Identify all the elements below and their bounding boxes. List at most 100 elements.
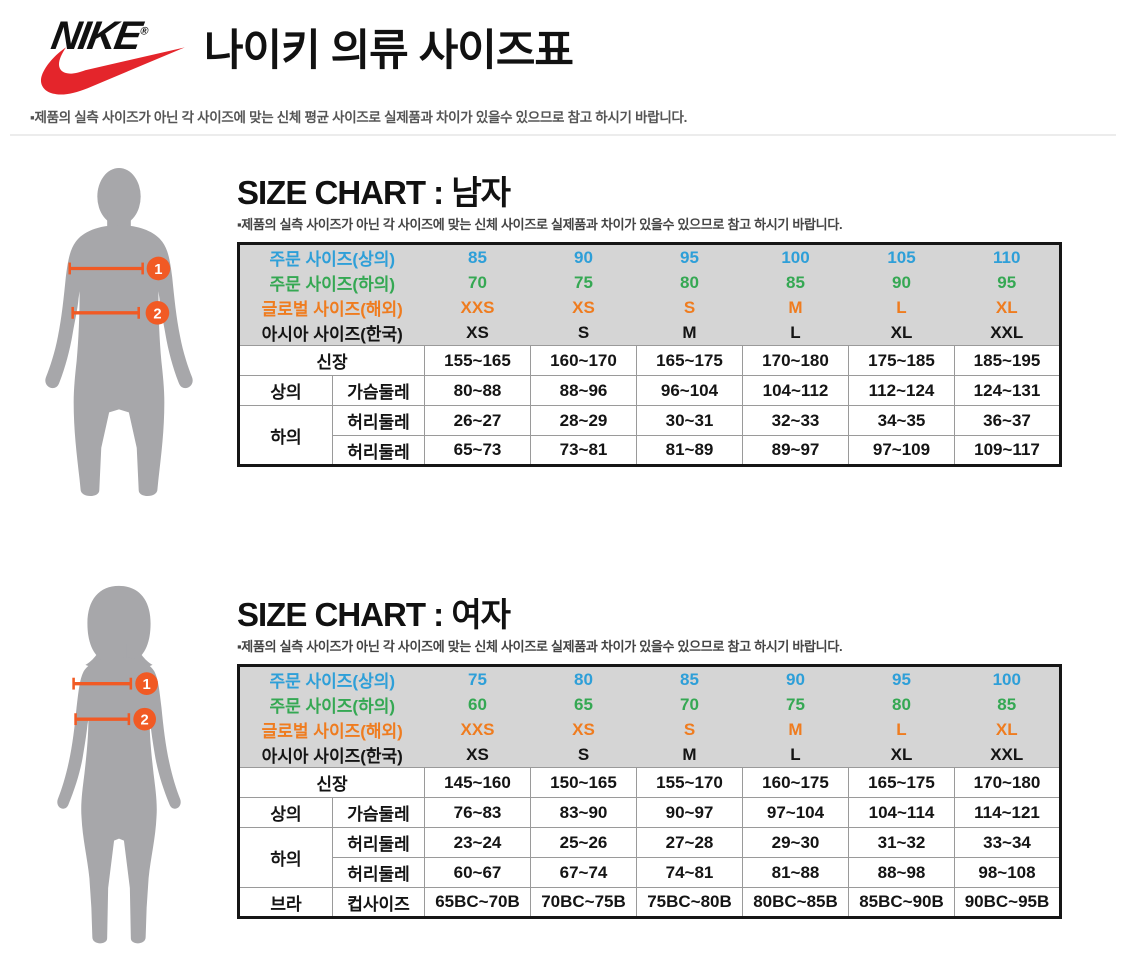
row-label: 아시아 사이즈(한국) bbox=[238, 742, 425, 768]
size-table-body-row: 상의 가슴둘레 80~88 88~96 96~104 104~112 112~124 124~… bbox=[238, 375, 1061, 406]
size-cell: 95 bbox=[954, 270, 1061, 295]
size-cell: 70 bbox=[636, 692, 743, 717]
registered-mark: ® bbox=[139, 25, 150, 38]
row-sublabel: 허리둘레 bbox=[332, 827, 425, 858]
size-cell: 83~90 bbox=[530, 797, 637, 828]
size-cell: S bbox=[636, 295, 743, 320]
size-cell: 109~117 bbox=[954, 435, 1061, 466]
size-cell: 85 bbox=[954, 692, 1061, 717]
size-cell: 96~104 bbox=[636, 375, 743, 406]
size-cell: XS bbox=[424, 320, 531, 346]
size-cell: S bbox=[530, 742, 637, 768]
size-cell: 85BC~90B bbox=[848, 887, 955, 918]
women-section-title: SIZE CHART : 여자 bbox=[237, 596, 511, 633]
row-label: 주문 사이즈(상의) bbox=[238, 665, 425, 692]
size-cell: 80 bbox=[848, 692, 955, 717]
size-cell: 114~121 bbox=[954, 797, 1061, 828]
size-cell: 175~185 bbox=[848, 345, 955, 376]
size-cell: 29~30 bbox=[742, 827, 849, 858]
size-cell: XL bbox=[848, 320, 955, 346]
nike-logo: NIKE® bbox=[30, 14, 188, 100]
size-cell: 160~170 bbox=[530, 345, 637, 376]
waist-measure-line bbox=[70, 306, 140, 319]
size-cell: 32~33 bbox=[742, 405, 849, 436]
size-cell: 85 bbox=[424, 243, 531, 270]
size-cell: 73~81 bbox=[530, 435, 637, 466]
male-silhouette: 1 2 bbox=[44, 167, 193, 497]
size-cell: 124~131 bbox=[954, 375, 1061, 406]
size-cell: 90~97 bbox=[636, 797, 743, 828]
section-men: 1 2 SIZE CHART : 남자 ▪제품의 실측 사이즈가 아닌 각 사이… bbox=[0, 166, 1126, 506]
size-cell: 75 bbox=[742, 692, 849, 717]
row-sublabel: 가슴둘레 bbox=[332, 797, 425, 828]
size-cell: 88~96 bbox=[530, 375, 637, 406]
size-cell: 74~81 bbox=[636, 857, 743, 888]
waist-measure-line bbox=[73, 713, 130, 726]
size-cell: 100 bbox=[742, 243, 849, 270]
size-cell: 80 bbox=[530, 665, 637, 692]
size-cell: 170~180 bbox=[742, 345, 849, 376]
svg-text:2: 2 bbox=[153, 306, 161, 322]
size-cell: L bbox=[742, 742, 849, 768]
page-title: 나이키 의류 사이즈표 bbox=[204, 27, 574, 75]
size-cell: 70BC~75B bbox=[530, 887, 637, 918]
row-sublabel: 컵사이즈 bbox=[332, 887, 425, 918]
size-cell: 81~89 bbox=[636, 435, 743, 466]
size-cell: M bbox=[636, 320, 743, 346]
row-label: 글로벌 사이즈(해외) bbox=[238, 295, 425, 320]
page-disclaimer: ▪제품의 실측 사이즈가 아닌 각 사이즈에 맞는 신체 평균 사이즈로 실제품… bbox=[30, 110, 688, 125]
size-cell: 70 bbox=[424, 270, 531, 295]
size-cell: XXS bbox=[424, 295, 531, 320]
size-cell: XXL bbox=[954, 742, 1061, 768]
size-cell: 76~83 bbox=[424, 797, 531, 828]
size-table-body-row: 브라 컵사이즈 65BC~70B 70BC~75B 75BC~80B 80BC~85B 85… bbox=[238, 887, 1061, 918]
size-cell: 145~160 bbox=[424, 767, 531, 798]
measure-badge-2: 2 bbox=[145, 301, 169, 325]
size-table-body-row: 하의 허리둘레 23~24 25~26 27~28 29~30 31~32 33~34 bbox=[238, 827, 1061, 888]
size-cell: XL bbox=[954, 295, 1061, 320]
row-sublabel: 허리둘레 bbox=[332, 857, 425, 888]
size-cell: 36~37 bbox=[954, 405, 1061, 436]
size-cell: XXS bbox=[424, 717, 531, 742]
size-cell: M bbox=[636, 742, 743, 768]
size-cell: XL bbox=[848, 742, 955, 768]
size-cell: 100 bbox=[954, 665, 1061, 692]
page-header: NIKE® 나이키 의류 사이즈표 bbox=[0, 0, 1126, 100]
row-group-label: 하의 bbox=[238, 827, 333, 888]
size-cell: XL bbox=[954, 717, 1061, 742]
size-cell: 89~97 bbox=[742, 435, 849, 466]
size-table-header-row: 아시아 사이즈(한국) XS S M L XL XXL bbox=[238, 742, 1061, 768]
size-table-header-row: 주문 사이즈(하의) 60 65 70 75 80 85 bbox=[238, 692, 1061, 717]
size-cell: 88~98 bbox=[848, 857, 955, 888]
row-sublabel: 허리둘레 bbox=[332, 435, 425, 466]
size-cell: 150~165 bbox=[530, 767, 637, 798]
size-cell: 65BC~70B bbox=[424, 887, 531, 918]
men-section-title: SIZE CHART : 남자 bbox=[237, 174, 511, 211]
size-table-body-row: 상의 가슴둘레 76~83 83~90 90~97 97~104 104~114 114~12… bbox=[238, 797, 1061, 828]
size-cell: 170~180 bbox=[954, 767, 1061, 798]
svg-text:2: 2 bbox=[140, 713, 148, 729]
size-cell: 34~35 bbox=[848, 405, 955, 436]
row-group-label: 하의 bbox=[238, 405, 333, 466]
size-cell: 28~29 bbox=[530, 405, 637, 436]
row-label: 주문 사이즈(하의) bbox=[238, 692, 425, 717]
size-cell: S bbox=[530, 320, 637, 346]
size-table-header-row: 주문 사이즈(상의) 75 80 85 90 95 100 bbox=[238, 665, 1061, 692]
size-table-body-row: 허리둘레 60~67 67~74 74~81 81~88 88~98 98~108 bbox=[239, 857, 1061, 888]
chest-measure-line bbox=[71, 677, 132, 690]
svg-text:1: 1 bbox=[154, 262, 162, 278]
size-cell: 185~195 bbox=[954, 345, 1061, 376]
row-sublabel: 허리둘레 bbox=[332, 405, 425, 436]
row-label: 아시아 사이즈(한국) bbox=[238, 320, 425, 346]
size-cell: L bbox=[848, 295, 955, 320]
header-divider bbox=[10, 134, 1116, 136]
men-size-table: 주문 사이즈(상의) 85 90 95 100 105 110 주문 사이즈(하의) 70 75 8… bbox=[237, 242, 1062, 467]
size-cell: 81~88 bbox=[742, 857, 849, 888]
svg-text:1: 1 bbox=[142, 677, 150, 693]
size-cell: 155~165 bbox=[424, 345, 531, 376]
size-cell: S bbox=[636, 717, 743, 742]
size-cell: 31~32 bbox=[848, 827, 955, 858]
row-group-label: 신장 bbox=[238, 345, 425, 376]
row-label: 글로벌 사이즈(해외) bbox=[238, 717, 425, 742]
